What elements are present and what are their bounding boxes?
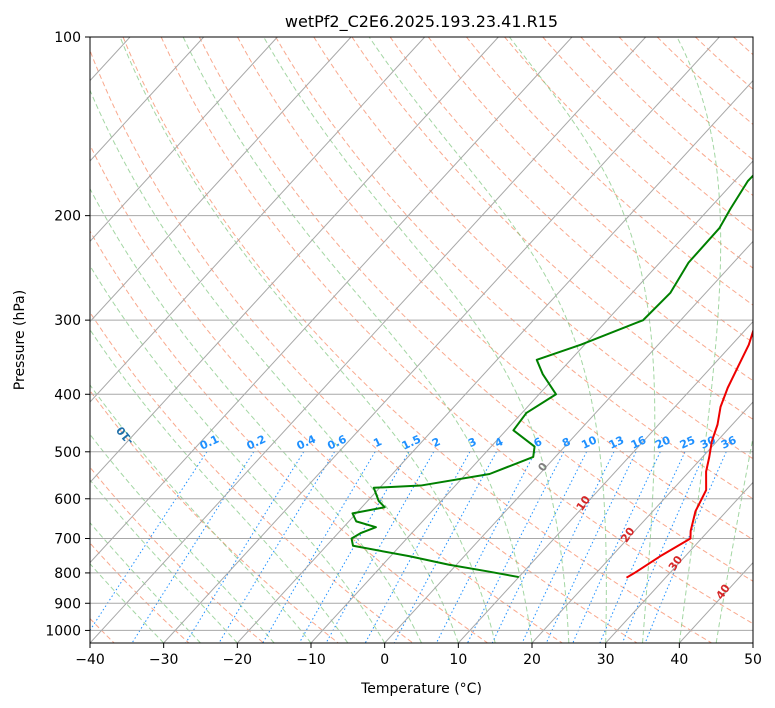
x-tick-label: −30 (149, 652, 179, 668)
isotherm (310, 160, 753, 643)
isotherm (752, 642, 753, 643)
mixing-ratio-label: 10 (579, 433, 599, 451)
isotherm (457, 320, 753, 643)
plot-background (90, 37, 753, 643)
dry-adiabat (122, 37, 712, 643)
moist-adiabat (263, 37, 570, 643)
dry-adiabat (313, 37, 753, 460)
temperature-profile-line (625, 328, 753, 579)
dry-adiabat (389, 37, 753, 382)
isotherm (236, 79, 753, 643)
x-tick-label: −10 (296, 652, 326, 668)
dry-adiabat (90, 466, 264, 643)
y-tick-label: 1000 (45, 623, 81, 639)
isotherm (90, 37, 647, 643)
background-lines (0, 37, 753, 643)
isotherm (605, 481, 753, 643)
isotherm (0, 37, 56, 643)
mixing-ratio-label: 13 (607, 433, 626, 451)
y-tick-label: 800 (54, 566, 81, 582)
isotherm (90, 37, 499, 484)
mixing-ratio-line (491, 451, 588, 643)
dry-adiabat (198, 37, 753, 582)
dry-adiabat (90, 49, 638, 643)
dry-adiabat (275, 37, 753, 500)
dry-adiabat (90, 143, 563, 643)
dry-adiabat (160, 37, 753, 625)
y-tick-label: 100 (54, 30, 81, 46)
mixing-ratio-line (393, 451, 497, 643)
x-tick-label: 10 (449, 652, 467, 668)
moist-adiabat (368, 37, 607, 643)
x-tick-label: 0 (380, 652, 389, 668)
x-tick-label: 50 (744, 652, 762, 668)
moist-adiabat (90, 521, 201, 643)
dry-adiabat (427, 37, 753, 344)
isotherm (384, 240, 753, 643)
mixing-ratio-line (545, 451, 637, 643)
chart-title: wetPf2_C2E6.2025.193.23.41.R15 (285, 12, 558, 32)
mixing-ratio-label: 16 (629, 433, 649, 451)
mixing-ratio-line (90, 451, 208, 632)
x-tick-label: 40 (670, 652, 688, 668)
moist-adiabat (90, 479, 238, 643)
mixing-ratio-label: 25 (678, 433, 697, 451)
y-tick-label: 500 (54, 445, 81, 461)
mixing-ratio-line (435, 451, 536, 643)
dry-adiabat (90, 230, 488, 643)
y-tick-label: 700 (54, 532, 81, 548)
moist-adiabat (90, 187, 422, 643)
y-tick-label: 900 (54, 596, 81, 612)
moist-adiabat (676, 37, 722, 643)
mixing-ratio-line (599, 451, 686, 643)
dry-adiabat-label: -20 (34, 394, 56, 418)
dry-adiabat (466, 37, 753, 306)
moist-adiabat (508, 37, 656, 643)
moist-adiabat (90, 264, 386, 643)
isotherm (90, 37, 426, 403)
moist-adiabat (90, 433, 275, 643)
y-axis-label: Pressure (hPa) (12, 290, 28, 390)
moist-adiabat (90, 88, 459, 643)
dry-adiabat (90, 389, 339, 643)
x-tick-label: 30 (597, 652, 615, 668)
mixing-ratio-line (364, 451, 471, 643)
mixing-ratio-line (467, 451, 565, 643)
mixing-ratio-label: 36 (719, 433, 739, 451)
x-tick-label: −40 (75, 652, 105, 668)
y-tick-label: 200 (54, 209, 81, 225)
dewpoint-profile-line (350, 174, 753, 579)
x-tick-label: −20 (223, 652, 253, 668)
x-axis-label: Temperature (°C) (360, 681, 482, 697)
mixing-ratio-line (185, 451, 305, 643)
moist-adiabat (182, 37, 533, 643)
isotherm (163, 37, 720, 643)
moist-adiabat (90, 563, 165, 643)
moist-adiabat (715, 435, 753, 643)
isotherm (90, 37, 278, 243)
mixing-ratio-line (521, 451, 615, 643)
mixing-ratio-label: 20 (653, 433, 673, 451)
mixing-ratio-line (325, 451, 435, 643)
isotherm (531, 401, 753, 643)
mixing-ratio-line (572, 451, 661, 643)
y-tick-label: 600 (54, 492, 81, 508)
moist-adiabat (119, 37, 496, 643)
x-tick-label: 20 (523, 652, 541, 668)
mixing-ratio-line (218, 451, 335, 643)
dry-adiabat (351, 37, 753, 421)
axes: −40 −30 −20 −10 0 10 20 30 40 50 100 200 300 400 500 60… (45, 30, 762, 668)
plot-frame (89, 36, 754, 644)
y-tick-label: 300 (54, 313, 81, 329)
profile-lines (350, 174, 753, 579)
y-tick-label: 400 (54, 387, 81, 403)
mixing-ratio-line (298, 451, 410, 643)
isotherm (90, 37, 205, 162)
isotherm (90, 37, 573, 564)
isotherm (90, 37, 352, 323)
